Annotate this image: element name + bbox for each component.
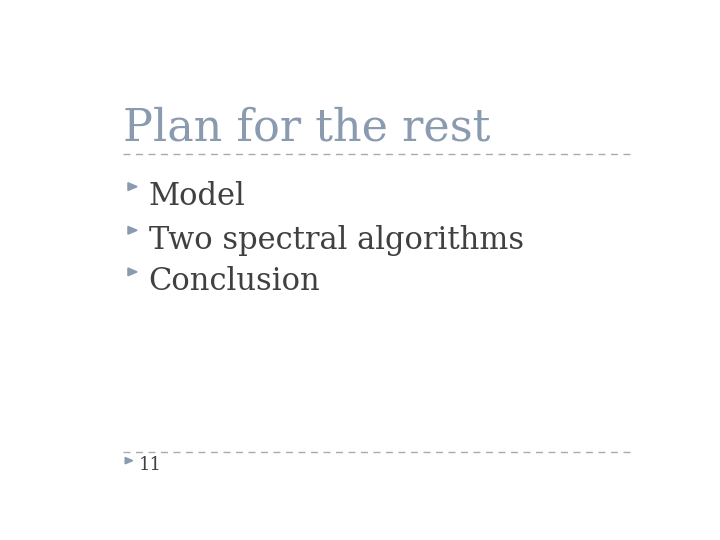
Polygon shape bbox=[128, 268, 137, 276]
Polygon shape bbox=[128, 183, 137, 191]
Text: Conclusion: Conclusion bbox=[148, 266, 320, 298]
Polygon shape bbox=[125, 457, 132, 464]
Text: 11: 11 bbox=[139, 456, 162, 475]
Text: Plan for the rest: Plan for the rest bbox=[124, 106, 491, 150]
Text: Model: Model bbox=[148, 181, 246, 212]
Polygon shape bbox=[128, 226, 137, 234]
Text: Two spectral algorithms: Two spectral algorithms bbox=[148, 225, 523, 256]
